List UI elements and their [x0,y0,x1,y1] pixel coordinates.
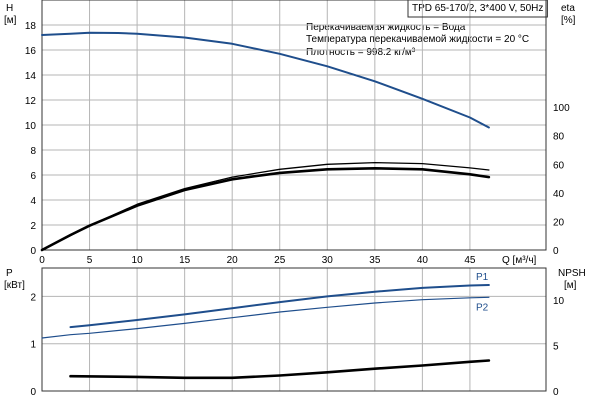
power-left-tick-label: 0 [30,387,36,398]
head-axis-title: H [6,3,13,14]
info-line-fluid: Перекачиваемая жидкость = Вода [306,22,466,33]
plot-frame [41,267,547,392]
flow-tick-label: 10 [132,255,144,266]
npsh-axis-unit: [м] [564,280,577,291]
power-axis-unit: [кВт] [4,280,25,291]
flow-tick-label: 25 [274,255,286,266]
flow-axis-title: Q [м³/ч] [502,255,537,266]
head-efficiency-plot: 0 2 4 6 8 10 12 14 16 18 0 20 40 60 80 100 0 5 10 15 20 25 30 3… [25,0,570,266]
npsh-axis-title: NPSH [558,268,586,279]
head-left-tick-label: 0 [30,246,36,257]
head-left-tick-label: 2 [30,221,36,232]
power-axis-title: P [6,268,13,279]
head-series-2-line [40,167,491,252]
plot-frame [41,0,547,251]
head-left-tick-label: 10 [25,121,37,132]
flow-tick-label: 45 [464,255,476,266]
info-line-temperature: Температура перекачиваемой жидкости = 20… [306,34,529,45]
power-series-2-line [69,359,491,380]
flow-tick-label: 0 [39,255,45,266]
series-label-p2: P2 [476,302,489,313]
eta-axis-unit: [%] [561,15,576,26]
head-left-tick-label: 18 [25,21,37,32]
head-series-0-line [41,31,490,129]
head-left-tick-label: 16 [25,46,37,57]
flow-tick-label: 40 [417,255,429,266]
head-left-tick-label: 4 [30,196,36,207]
power-series-p2-line [41,296,490,339]
eta-axis-title: eta [561,3,575,14]
power-npsh-plot: 0 1 2 0 5 10 P1 P2 [30,267,565,398]
head-right-tick-label: 100 [553,103,570,114]
flow-tick-label: 20 [227,255,239,266]
head-right-tick-label: 60 [553,160,565,171]
head-axis-unit: [м] [4,15,17,26]
head-left-tick-label: 12 [25,96,37,107]
head-right-tick-label: 20 [553,217,565,228]
power-right-tick-label: 0 [553,387,559,398]
power-left-tick-label: 1 [30,340,36,351]
power-series-p1-line [69,284,490,329]
head-left-tick-label: 6 [30,171,36,182]
head-left-tick-label: 8 [30,146,36,157]
head-right-tick-label: 0 [553,246,559,257]
flow-tick-label: 35 [369,255,381,266]
head-right-tick-label: 40 [553,189,565,200]
power-right-tick-label: 10 [553,296,565,307]
head-right-tick-label: 80 [553,132,565,143]
series-label-p1: P1 [476,272,489,283]
title-box [407,0,548,18]
power-left-tick-label: 2 [30,292,36,303]
flow-tick-label: 15 [179,255,191,266]
chart-title: TPD 65-170/2, 3*400 V, 50Hz [412,3,543,14]
info-line-density: Плотность = 998.2 кг/м³ [306,47,416,58]
flow-tick-label: 5 [87,255,93,266]
flow-tick-label: 30 [322,255,334,266]
power-right-tick-label: 5 [553,341,559,352]
head-left-tick-label: 14 [25,71,37,82]
